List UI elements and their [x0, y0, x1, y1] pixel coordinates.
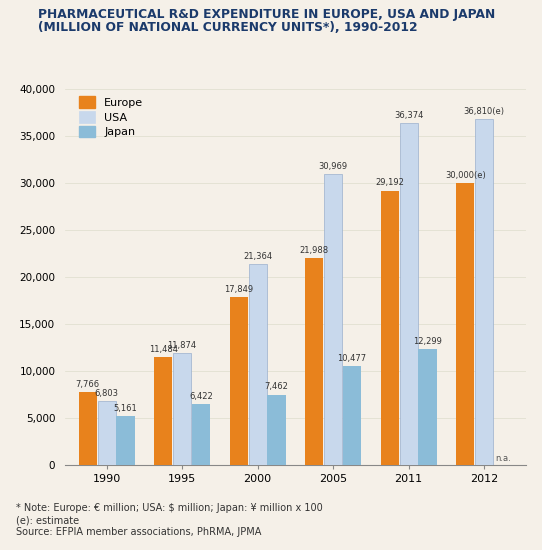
Bar — [79, 392, 97, 465]
Text: 21,364: 21,364 — [243, 252, 272, 261]
Bar — [192, 404, 210, 465]
Bar — [399, 123, 418, 465]
Bar — [267, 395, 286, 465]
Text: 21,988: 21,988 — [300, 246, 329, 255]
Text: 36,374: 36,374 — [394, 111, 423, 120]
Text: 6,803: 6,803 — [94, 389, 119, 398]
Bar — [154, 357, 172, 465]
Text: 7,462: 7,462 — [264, 382, 288, 392]
Bar — [418, 349, 437, 465]
Text: 11,874: 11,874 — [167, 341, 197, 350]
Text: 10,477: 10,477 — [338, 354, 366, 363]
Text: 6,422: 6,422 — [189, 392, 213, 401]
Bar — [456, 183, 474, 465]
Text: (e): estimate: (e): estimate — [16, 515, 79, 525]
Text: (MILLION OF NATIONAL CURRENCY UNITS*), 1990-2012: (MILLION OF NATIONAL CURRENCY UNITS*), 1… — [38, 21, 417, 34]
Text: 30,000(e): 30,000(e) — [445, 170, 486, 180]
Text: * Note: Europe: € million; USA: $ million; Japan: ¥ million x 100: * Note: Europe: € million; USA: $ millio… — [16, 503, 323, 513]
Text: 36,810(e): 36,810(e) — [464, 107, 505, 116]
Text: n.a.: n.a. — [495, 454, 511, 463]
Bar — [324, 174, 342, 465]
Bar — [380, 191, 399, 465]
Text: 30,969: 30,969 — [319, 162, 348, 170]
Text: 5,161: 5,161 — [114, 404, 137, 413]
Text: 29,192: 29,192 — [376, 178, 404, 188]
Bar — [98, 401, 115, 465]
Bar — [173, 353, 191, 465]
Text: PHARMACEUTICAL R&D EXPENDITURE IN EUROPE, USA AND JAPAN: PHARMACEUTICAL R&D EXPENDITURE IN EUROPE… — [38, 8, 495, 21]
Text: 12,299: 12,299 — [413, 337, 442, 346]
Text: 17,849: 17,849 — [224, 285, 253, 294]
Bar — [343, 366, 361, 465]
Text: 7,766: 7,766 — [76, 379, 100, 388]
Text: Source: EFPIA member associations, PhRMA, JPMA: Source: EFPIA member associations, PhRMA… — [16, 527, 262, 537]
Text: 11,484: 11,484 — [149, 345, 178, 354]
Bar — [249, 264, 267, 465]
Legend: Europe, USA, Japan: Europe, USA, Japan — [75, 93, 146, 141]
Bar — [117, 416, 134, 465]
Bar — [475, 119, 493, 465]
Bar — [305, 258, 324, 465]
Bar — [230, 297, 248, 465]
